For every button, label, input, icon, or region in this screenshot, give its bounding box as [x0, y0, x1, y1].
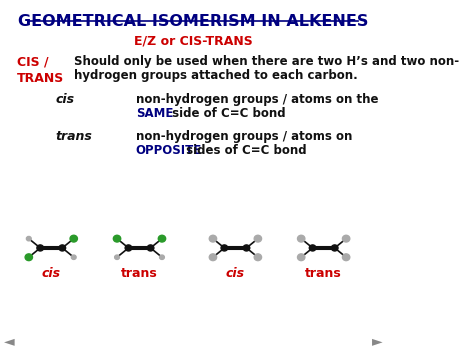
Text: non-hydrogen groups / atoms on: non-hydrogen groups / atoms on: [136, 130, 352, 143]
Text: SAME: SAME: [136, 107, 173, 120]
Text: E/Z or CIS-TRANS: E/Z or CIS-TRANS: [134, 35, 253, 48]
Circle shape: [209, 235, 217, 242]
Text: ◄: ◄: [4, 334, 14, 348]
Text: OPPOSITE: OPPOSITE: [136, 144, 202, 157]
Text: GEOMETRICAL ISOMERISM IN ALKENES: GEOMETRICAL ISOMERISM IN ALKENES: [18, 14, 368, 29]
Circle shape: [27, 236, 31, 241]
Circle shape: [310, 245, 316, 251]
Text: trans: trans: [305, 267, 342, 279]
Text: CIS /: CIS /: [17, 56, 48, 69]
Circle shape: [147, 245, 154, 251]
Text: hydrogen groups attached to each carbon.: hydrogen groups attached to each carbon.: [74, 69, 358, 82]
Circle shape: [115, 255, 119, 260]
Text: cis: cis: [226, 267, 245, 279]
Circle shape: [158, 235, 165, 242]
Circle shape: [254, 254, 262, 261]
Text: cis: cis: [55, 93, 74, 106]
Text: sides of C=C bond: sides of C=C bond: [182, 144, 307, 157]
Circle shape: [243, 245, 250, 251]
Circle shape: [113, 235, 121, 242]
Circle shape: [160, 255, 164, 260]
Text: cis: cis: [42, 267, 61, 279]
Circle shape: [342, 254, 350, 261]
Text: non-hydrogen groups / atoms on the: non-hydrogen groups / atoms on the: [136, 93, 378, 106]
Circle shape: [298, 235, 305, 242]
Circle shape: [125, 245, 132, 251]
Circle shape: [37, 245, 44, 251]
Circle shape: [342, 235, 350, 242]
Circle shape: [59, 245, 65, 251]
Circle shape: [71, 255, 76, 260]
Circle shape: [221, 245, 228, 251]
Circle shape: [25, 254, 33, 261]
Circle shape: [70, 235, 77, 242]
Circle shape: [331, 245, 338, 251]
Circle shape: [254, 235, 262, 242]
Text: side of C=C bond: side of C=C bond: [168, 107, 286, 120]
Text: trans: trans: [55, 130, 92, 143]
Text: ►: ►: [372, 334, 383, 348]
Circle shape: [209, 254, 217, 261]
Text: Should only be used when there are two H’s and two non-: Should only be used when there are two H…: [74, 55, 459, 68]
Circle shape: [298, 254, 305, 261]
Text: trans: trans: [121, 267, 158, 279]
Text: TRANS: TRANS: [17, 72, 64, 85]
